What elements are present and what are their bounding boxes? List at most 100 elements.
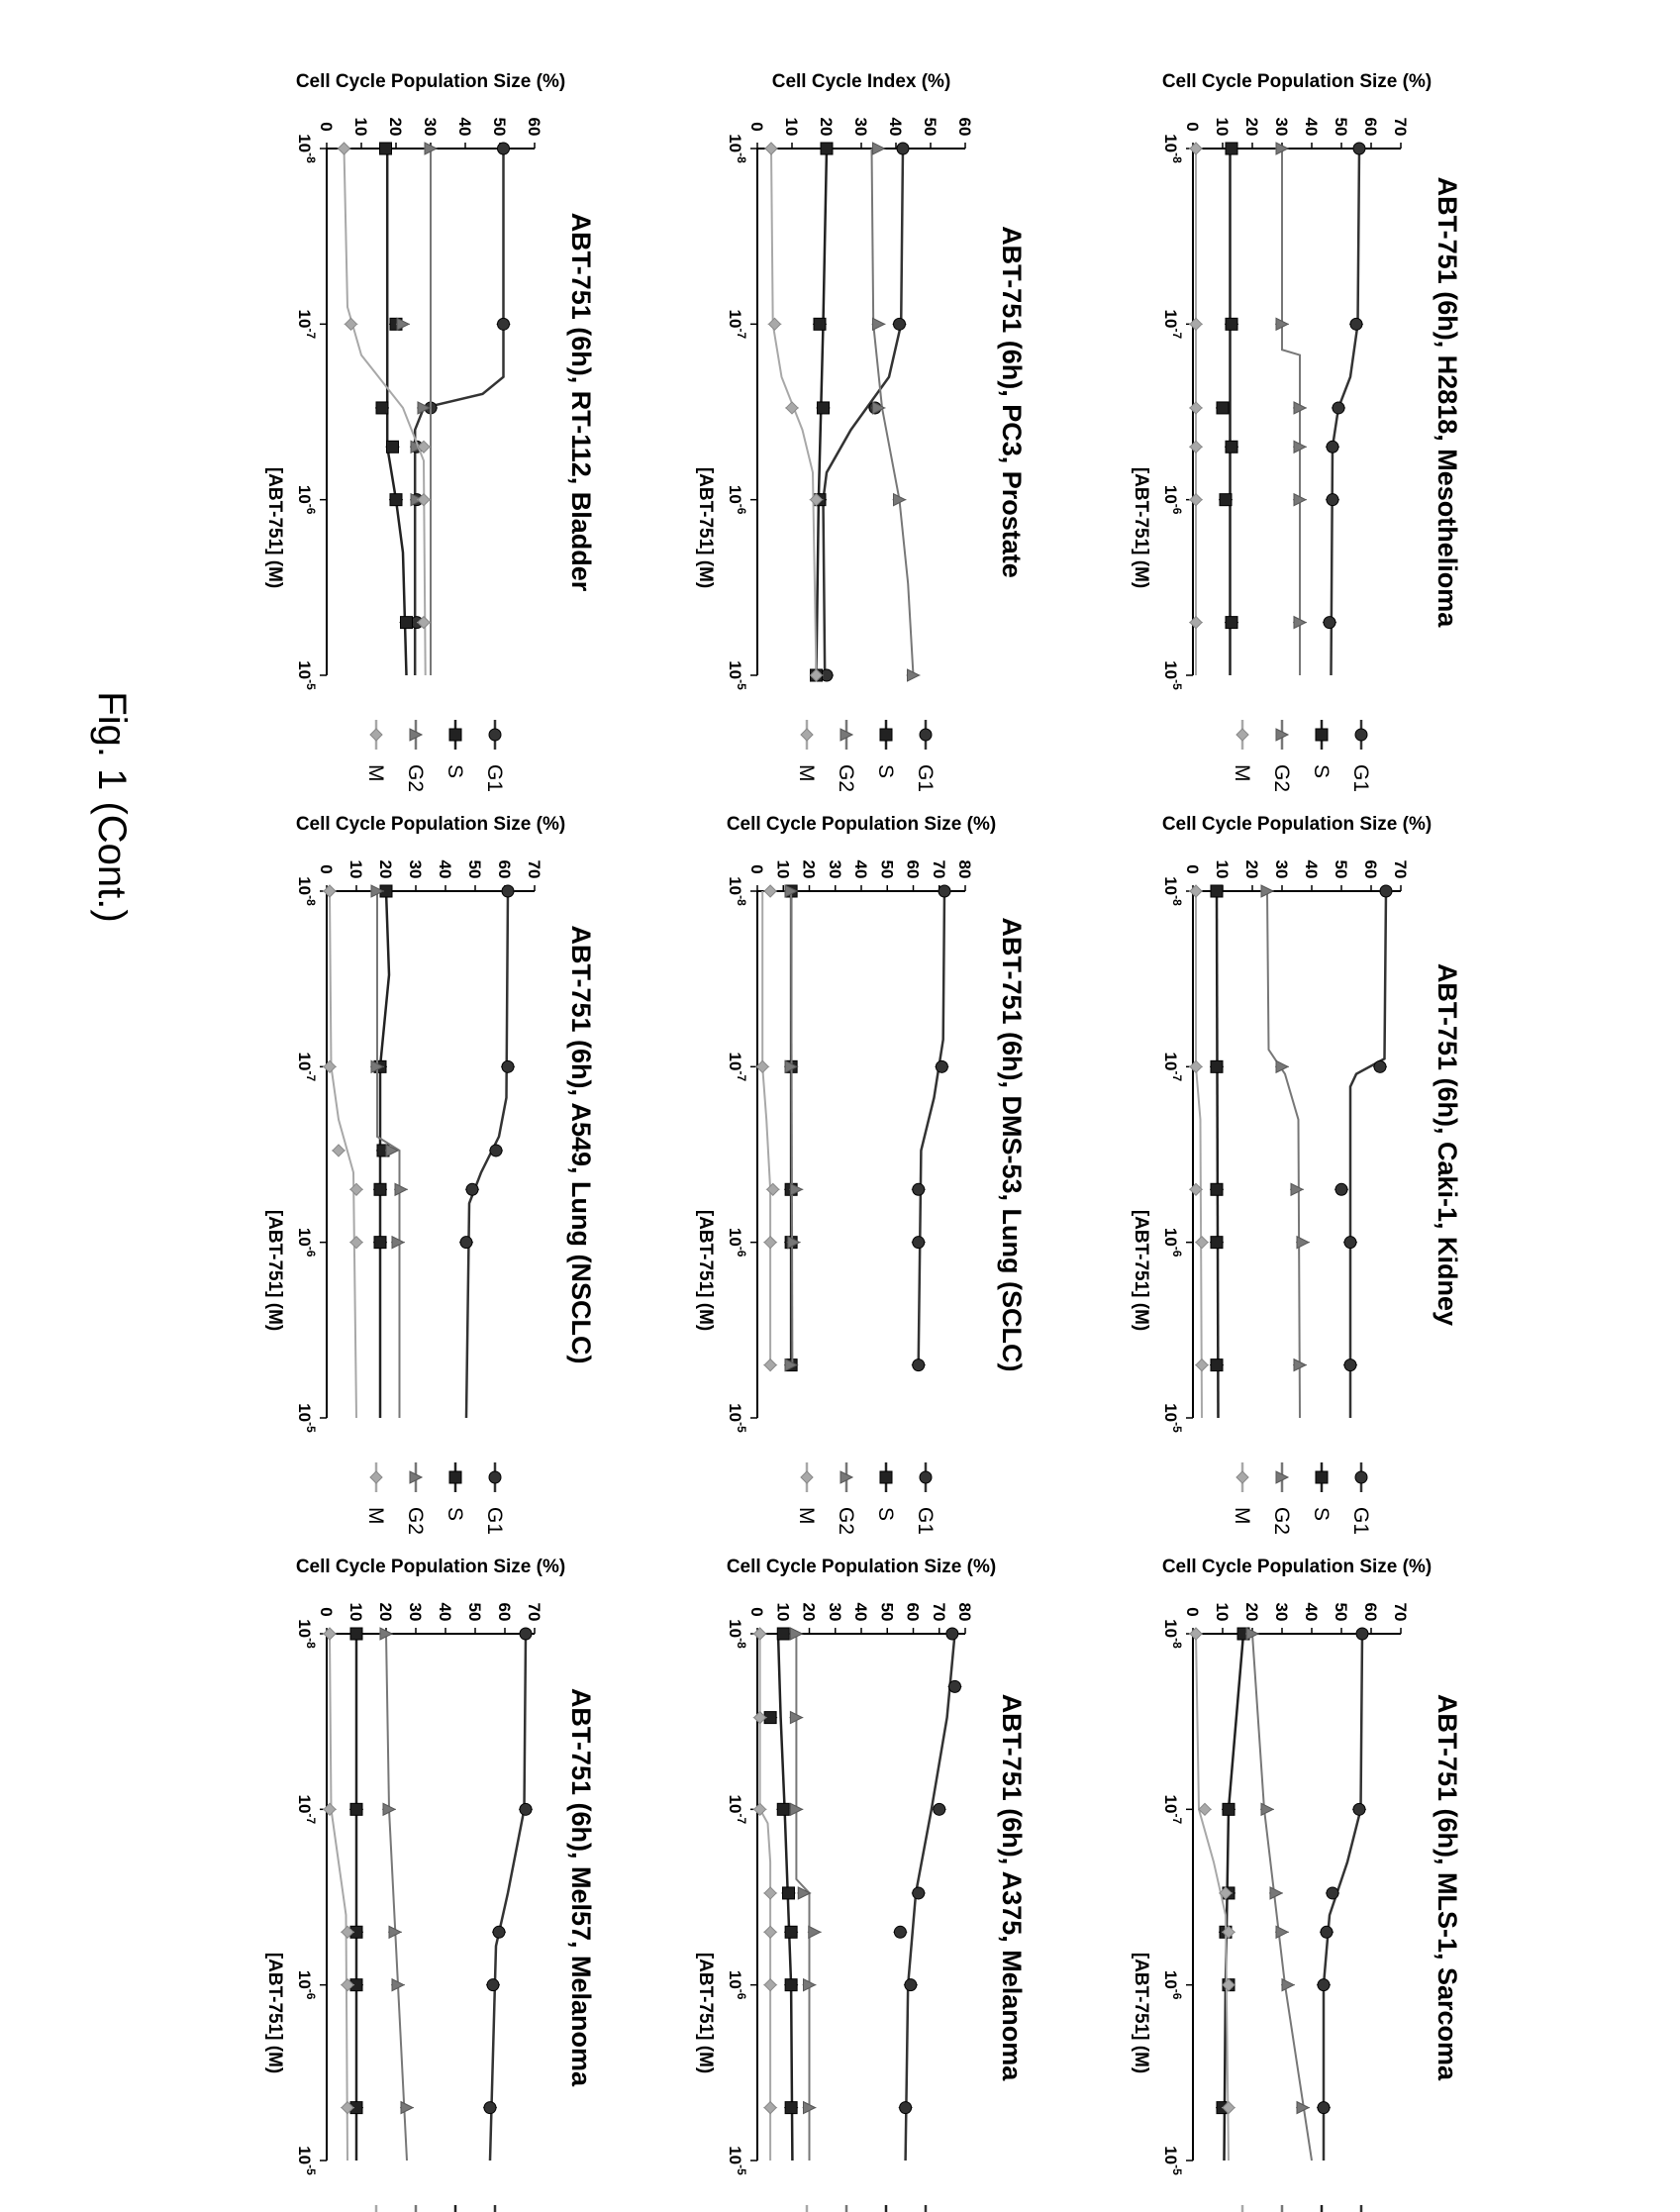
data-point-g2 <box>385 1144 400 1157</box>
y-tick-label: 10 <box>773 1603 792 1622</box>
data-point-g1 <box>1320 1925 1334 1939</box>
data-point-m <box>755 1059 769 1074</box>
y-tick-label: 20 <box>817 118 836 137</box>
data-point-s <box>776 1802 790 1816</box>
data-point-m <box>349 1182 363 1196</box>
legend-marker-s <box>1315 1470 1329 1484</box>
chart-title: ABT-751 (6h), RT-112, Bladder <box>566 213 596 592</box>
y-tick-label: 30 <box>826 860 844 879</box>
y-tick-label: 20 <box>386 118 405 137</box>
y-tick-label: 10 <box>773 860 792 879</box>
data-point-g1 <box>1373 1059 1387 1073</box>
y-tick-label: 10 <box>782 118 801 137</box>
data-point-g1 <box>1326 440 1339 453</box>
y-axis-label: Cell Cycle Population Size (%) <box>727 814 996 835</box>
data-point-m <box>1189 615 1203 630</box>
y-axis-label: Cell Cycle Population Size (%) <box>296 1557 565 1577</box>
y-tick-label: 40 <box>436 1603 454 1622</box>
y-tick-label: 60 <box>495 860 514 879</box>
data-point-m <box>1195 1235 1209 1250</box>
legend-label: G1 <box>483 1507 506 1535</box>
data-point-m <box>417 615 431 630</box>
fit-curve-g2 <box>870 148 915 676</box>
y-tick-label: 20 <box>800 860 819 879</box>
data-point-s <box>1225 616 1238 630</box>
data-point-g1 <box>1352 1802 1366 1816</box>
x-axis-label: [ABT-751] (M) <box>264 1210 285 1331</box>
fit-curve-g1 <box>1322 1633 1364 2161</box>
fit-curve-g1 <box>1330 148 1361 676</box>
y-tick-label: 70 <box>1391 1603 1410 1622</box>
y-tick-label: 10 <box>346 860 365 879</box>
data-point-g1 <box>896 142 910 155</box>
x-tick-label: 10-8 <box>295 134 318 163</box>
data-point-s <box>1210 1059 1224 1073</box>
fit-curve-g2 <box>385 1633 408 2162</box>
legend-marker-g2 <box>840 1470 854 1484</box>
data-point-s <box>776 1627 790 1641</box>
y-tick-label: 10 <box>1213 860 1232 879</box>
chart-legend: G1 S G2 M <box>364 1462 506 1535</box>
data-point-g2 <box>396 317 411 332</box>
data-point-g1 <box>912 1886 926 1900</box>
data-point-m <box>417 492 431 507</box>
legend-marker-g1 <box>919 728 933 742</box>
data-point-g2 <box>424 142 439 155</box>
data-point-g1 <box>935 1059 948 1073</box>
data-point-g1 <box>1323 616 1336 630</box>
y-tick-label: 50 <box>465 860 484 879</box>
data-point-m <box>417 440 431 453</box>
data-point-g2 <box>789 1802 804 1817</box>
y-tick-label: 30 <box>1272 118 1291 137</box>
legend-label: M <box>364 764 387 782</box>
legend-label: S <box>1310 764 1333 778</box>
series-g1 <box>459 884 515 1419</box>
data-point-m <box>1222 2100 1235 2115</box>
chart-legend: G1 S G2 M <box>364 720 506 792</box>
y-tick-label: 60 <box>904 860 923 879</box>
x-tick-label: 10-6 <box>726 1228 748 1257</box>
x-tick-label: 10-6 <box>1161 1970 1184 2000</box>
series-g2 <box>1245 1627 1313 2162</box>
series-g2 <box>789 1627 822 2161</box>
data-point-g2 <box>789 1710 804 1725</box>
legend-label: G2 <box>835 1507 857 1535</box>
y-tick-label: 20 <box>1242 1603 1261 1622</box>
chart-title: ABT-751 (6h), PC3, Prostate <box>997 226 1027 578</box>
y-tick-label: 40 <box>1302 1603 1321 1622</box>
data-point-m <box>323 1627 337 1641</box>
data-point-s <box>820 142 834 155</box>
x-tick-label: 10-7 <box>1161 1053 1184 1082</box>
data-point-g2 <box>784 884 799 898</box>
chart-panel-3: ABT-751 (6h), H2818, Mesothelioma 0 10 20 30… <box>1131 71 1462 792</box>
y-tick-label: 10 <box>351 118 370 137</box>
data-point-g1 <box>1379 884 1393 898</box>
series-g1 <box>1323 142 1366 676</box>
data-point-m <box>1195 1357 1209 1372</box>
data-point-m <box>1189 440 1203 453</box>
y-tick-label: 70 <box>930 860 948 879</box>
data-point-m <box>767 317 782 332</box>
legend-label: G2 <box>1270 1507 1293 1535</box>
data-point-g2 <box>394 1182 409 1197</box>
data-point-m <box>341 1977 354 1992</box>
data-point-m <box>337 142 351 155</box>
chart-panel-2: ABT-751 (6h), PC3, Prostate 0 10 20 30 40 50 60… <box>695 71 1027 792</box>
y-tick-label: 40 <box>1302 118 1321 137</box>
legend-label: S <box>874 764 897 778</box>
data-point-g1 <box>501 1059 515 1073</box>
y-tick-label: 0 <box>747 864 766 873</box>
y-axis-label: Cell Cycle Population Size (%) <box>296 814 565 835</box>
chart-title: ABT-751 (6h), DMS-53, Lung (SCLC) <box>997 917 1027 1371</box>
x-tick-label: 10-5 <box>295 660 318 690</box>
x-axis-label: [ABT-751] (M) <box>264 1953 285 2073</box>
legend-label: S <box>874 1507 897 1521</box>
series-s <box>375 142 414 676</box>
y-tick-label: 0 <box>1183 122 1202 131</box>
y-tick-label: 30 <box>1272 1603 1291 1622</box>
data-point-s <box>349 1627 363 1641</box>
chart-legend: G1 S G2 M <box>1231 720 1372 792</box>
data-point-s <box>1210 1358 1224 1372</box>
y-tick-label: 40 <box>851 860 870 879</box>
